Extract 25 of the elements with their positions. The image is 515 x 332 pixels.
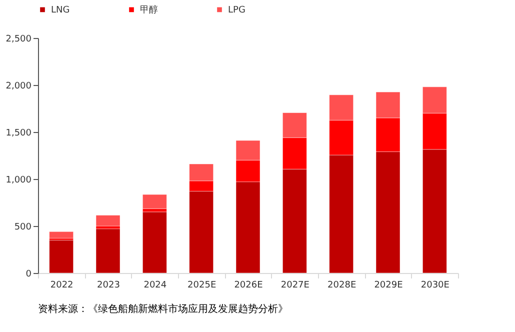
x-tick-label: 2026E: [234, 280, 264, 290]
y-tick-label: 1,000: [6, 176, 32, 186]
x-tick-label: 2025E: [188, 280, 216, 290]
x-tick-label: 2022: [50, 280, 74, 290]
bar: [142, 194, 167, 209]
text: 资料来源：《绿色船舶新燃料市场应用及发展趋势分析》: [38, 303, 288, 315]
bar: [142, 212, 167, 274]
x-tick-label: 2024: [144, 280, 167, 290]
x-tick-label: 2027E: [280, 280, 310, 290]
legend-label: LPG: [228, 6, 246, 16]
x-tick-label: 2023: [97, 280, 120, 290]
x-tick-label: 2028E: [328, 280, 356, 290]
y-tick-label: 2,000: [6, 82, 32, 92]
bar: [96, 214, 120, 226]
legend-label: LNG: [51, 6, 70, 16]
legend-label: 甲醇: [140, 4, 158, 16]
y-tick-label: 0: [26, 270, 32, 280]
bar: [49, 231, 74, 238]
bar: [49, 240, 74, 274]
x-tick-label: 2029E: [374, 280, 404, 290]
y-tick-label: 1,500: [6, 128, 32, 138]
bar: [96, 228, 120, 274]
y-tick-label: 2,500: [6, 34, 32, 44]
x-tick-label: 2030E: [420, 280, 450, 290]
y-tick-label: 500: [14, 222, 32, 232]
